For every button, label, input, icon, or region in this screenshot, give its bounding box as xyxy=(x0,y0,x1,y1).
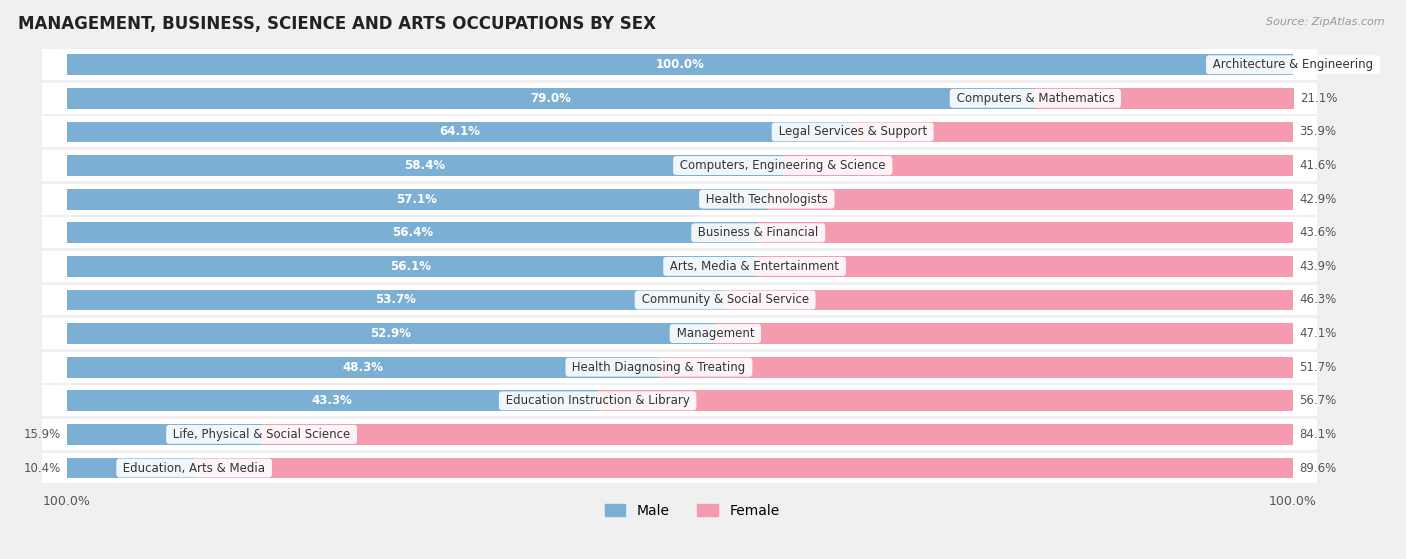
Bar xyxy=(42,251,1317,282)
Text: 84.1%: 84.1% xyxy=(1299,428,1336,441)
Bar xyxy=(66,390,598,411)
Bar xyxy=(42,83,1317,114)
Text: 41.6%: 41.6% xyxy=(1299,159,1337,172)
Text: 46.3%: 46.3% xyxy=(1299,293,1336,306)
Bar xyxy=(66,54,1294,75)
Bar xyxy=(758,222,1294,243)
Bar xyxy=(598,390,1294,411)
Bar xyxy=(66,155,783,176)
Bar xyxy=(42,453,1317,484)
Bar xyxy=(66,458,194,479)
Bar xyxy=(66,357,659,377)
Bar xyxy=(42,385,1317,416)
Bar xyxy=(755,256,1294,277)
Bar xyxy=(42,318,1317,349)
Bar xyxy=(194,458,1294,479)
Text: 57.1%: 57.1% xyxy=(396,193,437,206)
Text: Health Technologists: Health Technologists xyxy=(702,193,831,206)
Text: 56.1%: 56.1% xyxy=(389,260,432,273)
Bar xyxy=(66,256,755,277)
Text: Business & Financial: Business & Financial xyxy=(695,226,823,239)
Text: Computers & Mathematics: Computers & Mathematics xyxy=(953,92,1118,105)
Text: 47.1%: 47.1% xyxy=(1299,327,1337,340)
Legend: Male, Female: Male, Female xyxy=(599,498,785,523)
Bar xyxy=(1035,88,1294,109)
Bar xyxy=(42,217,1317,248)
Bar xyxy=(66,222,758,243)
Text: MANAGEMENT, BUSINESS, SCIENCE AND ARTS OCCUPATIONS BY SEX: MANAGEMENT, BUSINESS, SCIENCE AND ARTS O… xyxy=(18,15,655,33)
Text: 43.9%: 43.9% xyxy=(1299,260,1336,273)
Bar xyxy=(783,155,1294,176)
Bar xyxy=(42,285,1317,315)
Text: Education Instruction & Library: Education Instruction & Library xyxy=(502,394,693,408)
Text: 56.4%: 56.4% xyxy=(392,226,433,239)
Text: Life, Physical & Social Science: Life, Physical & Social Science xyxy=(169,428,354,441)
Text: 48.3%: 48.3% xyxy=(342,361,384,373)
Bar xyxy=(66,121,852,143)
Bar xyxy=(66,290,725,310)
Bar xyxy=(66,424,262,445)
Text: 15.9%: 15.9% xyxy=(24,428,60,441)
Bar xyxy=(42,150,1317,181)
Text: 53.7%: 53.7% xyxy=(375,293,416,306)
Text: 21.1%: 21.1% xyxy=(1301,92,1337,105)
Text: Computers, Engineering & Science: Computers, Engineering & Science xyxy=(676,159,890,172)
Bar xyxy=(659,357,1294,377)
Text: Arts, Media & Entertainment: Arts, Media & Entertainment xyxy=(666,260,844,273)
Text: Legal Services & Support: Legal Services & Support xyxy=(775,125,931,139)
Bar xyxy=(42,419,1317,450)
Text: Management: Management xyxy=(672,327,758,340)
Text: 10.4%: 10.4% xyxy=(24,462,60,475)
Bar xyxy=(262,424,1294,445)
Text: 42.9%: 42.9% xyxy=(1299,193,1337,206)
Text: 58.4%: 58.4% xyxy=(404,159,446,172)
Bar xyxy=(852,121,1294,143)
Text: Education, Arts & Media: Education, Arts & Media xyxy=(120,462,269,475)
Text: 51.7%: 51.7% xyxy=(1299,361,1336,373)
Text: Architecture & Engineering: Architecture & Engineering xyxy=(1209,58,1376,71)
Text: 64.1%: 64.1% xyxy=(439,125,481,139)
Text: Source: ZipAtlas.com: Source: ZipAtlas.com xyxy=(1267,17,1385,27)
Text: 43.3%: 43.3% xyxy=(312,394,353,408)
Text: 79.0%: 79.0% xyxy=(530,92,571,105)
Text: 35.9%: 35.9% xyxy=(1299,125,1336,139)
Bar xyxy=(66,88,1035,109)
Bar xyxy=(42,352,1317,383)
Text: 56.7%: 56.7% xyxy=(1299,394,1336,408)
Bar xyxy=(66,189,766,210)
Bar xyxy=(42,49,1317,80)
Bar xyxy=(66,323,716,344)
Bar xyxy=(716,323,1294,344)
Text: 100.0%: 100.0% xyxy=(655,58,704,71)
Text: 52.9%: 52.9% xyxy=(371,327,412,340)
Bar xyxy=(42,116,1317,148)
Text: Health Diagnosing & Treating: Health Diagnosing & Treating xyxy=(568,361,749,373)
Text: 89.6%: 89.6% xyxy=(1299,462,1336,475)
Bar xyxy=(42,184,1317,215)
Bar xyxy=(725,290,1294,310)
Text: 43.6%: 43.6% xyxy=(1299,226,1336,239)
Text: Community & Social Service: Community & Social Service xyxy=(638,293,813,306)
Bar xyxy=(766,189,1294,210)
